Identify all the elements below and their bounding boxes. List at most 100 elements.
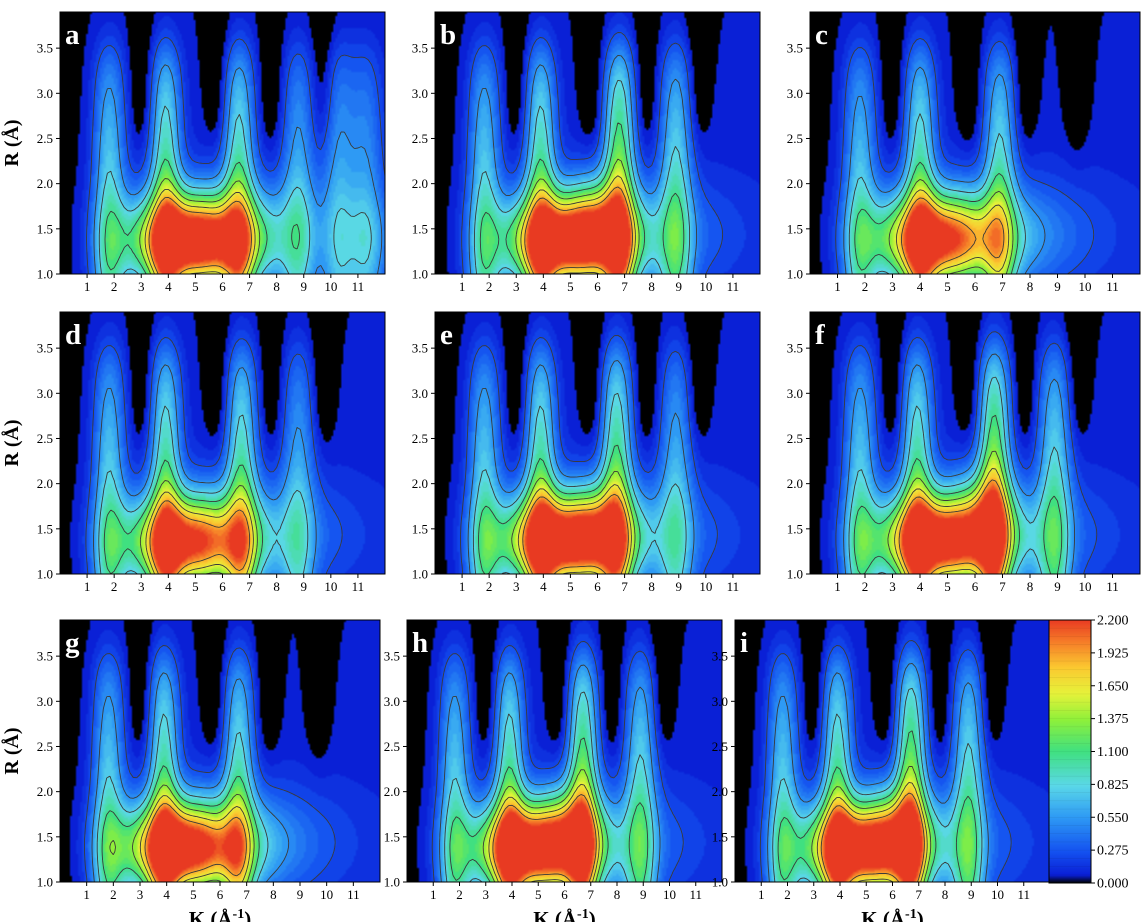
x-tick-label-b-7: 8 bbox=[648, 279, 655, 294]
x-tick-label-a-6: 7 bbox=[246, 279, 253, 294]
x-tick-label-h-6: 7 bbox=[588, 887, 595, 902]
x-tick-label-e-2: 3 bbox=[513, 579, 520, 594]
y-tick-label-f-3: 2.5 bbox=[787, 431, 803, 446]
x-tick-label-h-8: 9 bbox=[640, 887, 647, 902]
x-tick-label-i-0: 1 bbox=[758, 887, 765, 902]
panel-c: 1 2 3 4 5 6 7 8 9 10 11 1.0 1.5 2.0 2.5 3.0 3.5 c bbox=[787, 11, 1141, 294]
contour-line-c-2 bbox=[848, 113, 1026, 274]
contour-line-i-6 bbox=[820, 792, 925, 882]
y-tick-label-c-0: 1.0 bbox=[787, 267, 803, 282]
x-tick-label-e-9: 10 bbox=[699, 579, 712, 594]
panel-label-f: f bbox=[815, 319, 825, 351]
contour-line-b-1 bbox=[468, 54, 698, 274]
x-tick-label-c-3: 4 bbox=[917, 279, 924, 294]
y-tick-label-g-1: 1.5 bbox=[37, 829, 53, 844]
colorbar-tick-label-3: 0.825 bbox=[1097, 778, 1129, 793]
heatmap-e bbox=[435, 312, 760, 574]
x-tick-label-c-0: 1 bbox=[834, 279, 841, 294]
contour-line-c-3 bbox=[854, 161, 1019, 274]
x-tick-label-i-3: 4 bbox=[837, 887, 844, 902]
y-tick-label-i-4: 3.0 bbox=[712, 694, 728, 709]
x-tick-label-f-7: 8 bbox=[1027, 579, 1034, 594]
x-tick-label-i-9: 10 bbox=[991, 887, 1004, 902]
x-tick-label-i-7: 8 bbox=[942, 887, 949, 902]
y-tick-label-b-5: 3.5 bbox=[412, 41, 428, 56]
x-tick-label-a-3: 4 bbox=[165, 279, 172, 294]
contour-line-a-3 bbox=[104, 158, 300, 274]
y-tick-label-d-1: 1.5 bbox=[37, 521, 53, 536]
contour-line-f-0 bbox=[835, 331, 1098, 574]
x-tick-label-c-4: 5 bbox=[944, 279, 951, 294]
y-tick-label-g-2: 2.0 bbox=[37, 784, 53, 799]
x-tick-label-e-5: 6 bbox=[594, 579, 601, 594]
contour-line-e-6 bbox=[522, 493, 629, 574]
contour-line-g-3 bbox=[101, 765, 260, 882]
panel-e: 1 2 3 4 5 6 7 8 9 10 11 1.0 1.5 2.0 2.5 3.0 3.5 e bbox=[412, 311, 761, 594]
y-tick-label-b-2: 2.0 bbox=[412, 176, 428, 191]
x-tick-label-a-10: 11 bbox=[352, 279, 365, 294]
contour-line-f-4 bbox=[887, 450, 1016, 574]
y-tick-label-h-3: 2.5 bbox=[384, 739, 400, 754]
contour-line-c-4 bbox=[888, 178, 1014, 274]
contour-line-e-1 bbox=[467, 360, 695, 574]
y-tick-label-e-5: 3.5 bbox=[412, 341, 428, 356]
x-tick-label-a-8: 9 bbox=[301, 279, 308, 294]
x-tick-label-f-10: 11 bbox=[1106, 579, 1119, 594]
y-tick-label-a-4: 3.0 bbox=[37, 86, 53, 101]
y-tick-label-e-1: 1.5 bbox=[412, 521, 428, 536]
x-tick-label-e-8: 9 bbox=[676, 579, 683, 594]
contour-line-i-5 bbox=[816, 781, 928, 882]
x-tick-label-e-1: 2 bbox=[486, 579, 493, 594]
x-tick-label-d-4: 5 bbox=[192, 579, 199, 594]
x-tick-label-h-2: 3 bbox=[483, 887, 490, 902]
y-tick-label-b-3: 2.5 bbox=[412, 131, 428, 146]
heatmap-h bbox=[407, 620, 722, 882]
x-tick-label-h-0: 1 bbox=[430, 887, 437, 902]
panel-f: 1 2 3 4 5 6 7 8 9 10 11 1.0 1.5 2.0 2.5 3.0 3.5 f bbox=[787, 311, 1141, 594]
y-tick-label-e-2: 2.0 bbox=[412, 476, 428, 491]
colorbar-tick-label-8: 2.200 bbox=[1097, 614, 1129, 629]
contour-line-d-2 bbox=[98, 405, 309, 574]
contours-f bbox=[835, 331, 1098, 574]
contour-line-i-1 bbox=[767, 662, 989, 882]
y-tick-label-e-3: 2.5 bbox=[412, 431, 428, 446]
contour-line-b-0 bbox=[461, 32, 724, 274]
x-tick-label-a-7: 8 bbox=[273, 279, 280, 294]
contour-line-a-1 bbox=[93, 64, 383, 274]
y-tick-label-f-2: 2.0 bbox=[787, 476, 803, 491]
y-tick-label-d-2: 2.0 bbox=[37, 476, 53, 491]
heatmap-i bbox=[735, 620, 1050, 882]
y-axis-title-g: R (Å) bbox=[0, 727, 23, 774]
y-tick-label-a-2: 2.0 bbox=[37, 176, 53, 191]
x-tick-label-c-7: 8 bbox=[1027, 279, 1034, 294]
y-tick-label-f-5: 3.5 bbox=[787, 341, 803, 356]
y-tick-label-b-0: 1.0 bbox=[412, 267, 428, 282]
x-tick-label-h-9: 10 bbox=[663, 887, 676, 902]
x-tick-label-d-2: 3 bbox=[138, 579, 145, 594]
panel-label-d: d bbox=[65, 319, 81, 351]
x-tick-label-i-1: 2 bbox=[784, 887, 791, 902]
x-tick-label-a-1: 2 bbox=[111, 279, 118, 294]
contour-line-h-4 bbox=[482, 769, 604, 882]
x-tick-label-d-7: 8 bbox=[273, 579, 280, 594]
x-tick-label-g-5: 6 bbox=[217, 887, 224, 902]
panel-label-i: i bbox=[740, 627, 748, 659]
contour-line-f-5 bbox=[894, 467, 1012, 574]
y-tick-label-a-3: 2.5 bbox=[37, 131, 53, 146]
panel-label-g: g bbox=[65, 627, 80, 659]
contour-line-d-0 bbox=[85, 336, 343, 574]
colorbar-tick-label-2: 0.550 bbox=[1097, 811, 1129, 826]
x-tick-label-f-4: 5 bbox=[944, 579, 951, 594]
x-tick-label-g-3: 4 bbox=[163, 887, 170, 902]
contour-line-f-2 bbox=[848, 376, 1069, 574]
x-tick-label-f-2: 3 bbox=[889, 579, 896, 594]
x-tick-label-b-10: 11 bbox=[727, 279, 740, 294]
y-tick-label-g-0: 1.0 bbox=[37, 875, 53, 890]
contour-line-d-1 bbox=[93, 364, 317, 574]
colorbar: 0.000 0.275 0.550 0.825 1.100 1.375 1.650 1.925… bbox=[1048, 614, 1129, 892]
x-tick-label-d-1: 2 bbox=[111, 579, 118, 594]
heatmap-f bbox=[810, 312, 1140, 574]
contour-line-h-1 bbox=[439, 664, 661, 882]
x-tick-label-i-2: 3 bbox=[811, 887, 818, 902]
panel-i: 1 2 3 4 5 6 7 8 9 10 11 1.0 1.5 2.0 2.5 3.0 3.5 i bbox=[712, 619, 1051, 902]
